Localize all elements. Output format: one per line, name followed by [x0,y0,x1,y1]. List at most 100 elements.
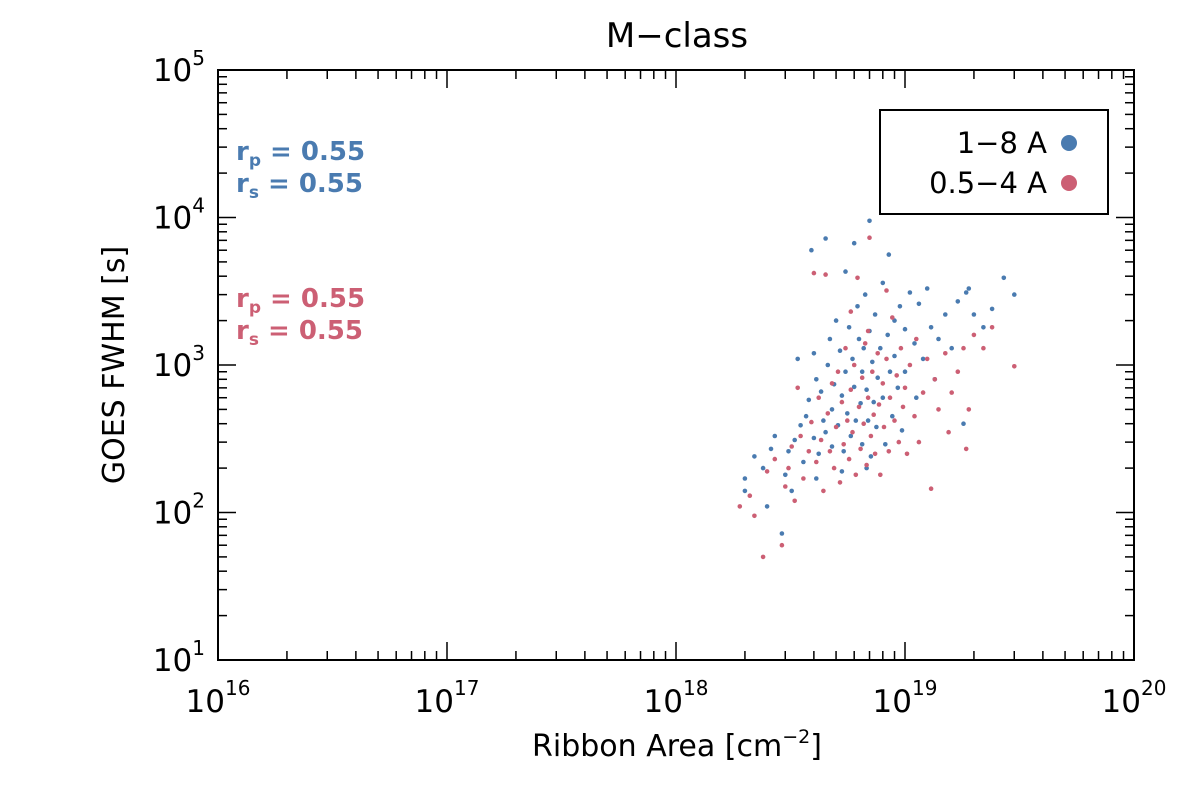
data-point-series-1 [989,306,995,312]
data-point-series-2 [880,381,886,386]
correlation-annotation: rp = 0.55 [236,137,365,171]
data-point-series-1 [943,312,948,317]
data-point-series-2 [752,513,757,519]
data-point-series-1 [902,326,908,332]
data-point-series-1 [966,286,972,291]
data-point-series-2 [876,402,882,407]
data-point-series-1 [887,369,893,375]
data-point-series-1 [764,504,770,509]
data-point-series-2 [747,493,753,499]
data-point-series-2 [914,336,919,342]
data-point-series-1 [902,369,908,375]
data-point-series-1 [811,351,817,356]
points-layer [737,218,1017,560]
data-point-series-2 [963,446,969,452]
data-point-series-2 [823,272,828,277]
data-point-series-1 [742,488,748,494]
data-point-series-1 [792,437,797,443]
data-point-series-1 [961,421,966,427]
data-point-series-2 [924,356,930,362]
data-point-series-2 [811,270,817,276]
y-tick-label: 103 [153,341,205,384]
data-point-series-2 [884,356,889,362]
chart-title: M−class [606,16,748,56]
legend-marker [1061,135,1077,151]
data-point-series-2 [907,362,913,368]
data-point-series-2 [764,469,770,474]
y-tick-label: 101 [153,636,205,679]
data-point-series-1 [899,428,905,433]
data-point-series-1 [859,369,865,375]
data-point-series-2 [878,472,883,478]
data-point-series-2 [861,421,866,427]
data-point-series-1 [981,325,986,330]
data-point-series-2 [772,456,778,462]
data-point-series-2 [831,465,837,471]
data-point-series-1 [897,304,903,309]
data-point-series-1 [880,280,886,286]
data-point-series-1 [801,459,806,465]
data-point-series-2 [865,328,871,334]
data-point-series-2 [835,369,841,375]
data-point-series-1 [814,476,819,481]
data-point-series-1 [868,454,874,459]
data-point-series-2 [806,449,812,454]
data-point-series-1 [850,356,855,362]
data-point-series-1 [920,356,926,362]
data-point-series-1 [846,325,852,330]
data-point-series-2 [801,476,806,481]
data-point-series-1 [853,418,859,423]
data-point-series-2 [816,395,821,401]
data-point-series-2 [912,413,917,419]
legend-label: 0.5−4 A [929,166,1047,200]
data-point-series-2 [896,439,902,445]
data-point-series-1 [839,393,845,398]
data-point-series-2 [955,369,961,375]
x-axis-label: Ribbon Area [cm−2] [532,726,822,764]
data-point-series-1 [916,301,922,307]
data-point-series-2 [928,486,934,492]
data-point-series-1 [809,247,814,253]
data-point-series-1 [936,336,941,342]
data-point-series-2 [779,542,785,548]
y-tick-label: 102 [153,489,205,532]
x-axis-unit: cm [737,729,783,764]
data-point-series-1 [845,411,850,416]
data-point-series-1 [841,449,846,454]
data-point-series-1 [865,418,871,423]
data-point-series-2 [798,433,803,439]
data-point-series-1 [971,312,977,317]
data-point-series-2 [846,456,852,462]
data-point-series-1 [829,444,835,449]
data-point-series-1 [795,356,800,362]
legend-box [879,109,1109,215]
data-point-series-2 [920,390,926,395]
data-point-series-2 [850,429,855,435]
data-point-series-2 [833,424,839,430]
data-point-series-1 [861,345,866,351]
data-point-series-1 [851,384,857,390]
data-point-series-2 [837,480,843,485]
data-point-series-1 [875,375,880,381]
data-point-series-2 [875,351,880,356]
data-point-series-2 [809,419,814,425]
data-point-series-1 [912,341,917,346]
data-point-series-1 [855,304,860,309]
data-point-series-1 [883,442,888,447]
data-point-series-1 [862,292,868,297]
data-point-series-2 [855,275,860,281]
data-point-series-1 [867,218,872,224]
data-point-series-1 [1012,292,1017,297]
data-point-series-2 [898,345,904,351]
data-point-series-2 [884,288,889,293]
data-point-series-1 [914,395,919,401]
data-point-series-1 [890,413,895,419]
data-point-series-1 [837,348,843,354]
data-point-series-1 [895,385,901,391]
data-point-series-2 [890,315,895,320]
x-axis-unit-open: [ [725,729,737,764]
data-point-series-1 [823,429,828,435]
data-point-series-1 [1001,275,1007,281]
data-point-series-2 [864,462,869,468]
correlation-annotation: rp = 0.55 [236,284,365,318]
